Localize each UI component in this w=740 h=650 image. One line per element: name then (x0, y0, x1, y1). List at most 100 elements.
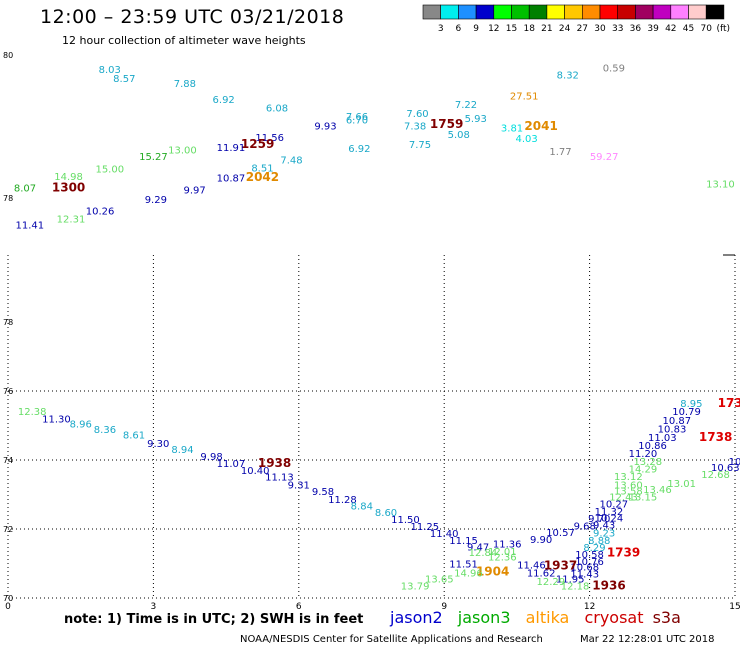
scale-label: 33 (612, 24, 623, 34)
wave-height-label: 6.92 (348, 144, 370, 155)
legend-s3a: s3a (652, 608, 681, 627)
scale-label: 12 (488, 24, 499, 34)
wave-height-label: 8.61 (123, 431, 145, 442)
pass-time-label: 1904 (476, 565, 509, 579)
wave-height-label: 6.08 (266, 103, 288, 114)
wave-height-label: 13.10 (706, 179, 735, 190)
scale-unit: (ft) (716, 24, 730, 34)
wave-height-label: 7.66 (346, 112, 368, 123)
x-tick-label: 15 (729, 602, 740, 612)
wave-height-label: 11.91 (217, 143, 246, 154)
wave-height-label: 10.58 (575, 550, 604, 561)
wave-height-label: 11.13 (265, 473, 294, 484)
wave-height-label: 11.03 (648, 433, 677, 444)
wave-height-label: 9.29 (145, 195, 167, 206)
wave-height-label: 10.24 (595, 513, 624, 524)
scale-label: 39 (647, 24, 659, 34)
wave-height-label: 8.03 (99, 65, 121, 76)
wave-height-label: 8.07 (14, 184, 36, 195)
wave-height-label: 7.60 (406, 109, 428, 120)
scale-label: 42 (665, 24, 676, 34)
wave-height-label: 10.83 (658, 424, 687, 435)
wave-height-label: 11.95 (556, 574, 585, 585)
y-tick-label: 70 (3, 594, 13, 603)
scale-swatch (705, 4, 725, 20)
wave-height-label: 9.97 (183, 186, 205, 197)
wave-height-label: 15.00 (95, 164, 124, 175)
wave-height-label: 9.58 (312, 487, 334, 498)
wave-height-label: 10.76 (575, 557, 604, 568)
wave-height-label: 59.27 (590, 152, 619, 163)
y-tick-label: 78 (3, 194, 13, 203)
color-scale-legend: 3 6 9 12 15 18 21 24 27 30 33 36 39 42 45 70 (ft) (422, 4, 730, 34)
wave-height-label: 13.12 (614, 472, 643, 483)
wave-height-label: 10.27 (600, 500, 629, 511)
wave-height-label: 11.50 (391, 515, 420, 526)
wave-height-label: 13.46 (643, 485, 672, 496)
wave-height-label: 12.68 (701, 470, 730, 481)
wave-height-label: 10.57 (546, 528, 575, 539)
wave-height-label: 7.88 (174, 79, 196, 90)
wave-height-label: 10.63 (711, 463, 740, 474)
wave-height-label: 1.77 (549, 147, 571, 158)
wave-height-label: 11.20 (629, 449, 658, 460)
chart-subtitle: 12 hour collection of altimeter wave hei… (62, 34, 306, 47)
wave-height-label: 12.36 (488, 553, 517, 564)
wave-height-label: 12.31 (57, 214, 86, 225)
wave-height-label: 8.36 (94, 425, 116, 436)
wave-height-label: 9.43 (593, 521, 615, 532)
wave-height-label: 8.95 (680, 399, 702, 410)
scale-label: 6 (456, 24, 462, 34)
wave-height-label: 4.03 (515, 134, 537, 145)
wave-height-label: 5.08 (448, 130, 470, 141)
wave-height-label: 7.48 (280, 156, 302, 167)
pass-time-label: 173 (718, 396, 740, 410)
wave-height-label: 9.23 (593, 529, 615, 540)
pass-time-label: 1259 (241, 137, 274, 151)
wave-height-label: 11.07 (217, 459, 246, 470)
wave-height-label: 14.96 (454, 569, 483, 580)
scale-label: 24 (559, 24, 571, 34)
wave-height-label: 11.25 (410, 522, 439, 533)
pass-time-label: 1936 (592, 578, 625, 592)
wave-height-label: 13.79 (401, 581, 430, 592)
wave-height-label: 13.58 (614, 487, 643, 498)
pass-time-label: 1759 (430, 117, 463, 131)
wave-height-label: 11.30 (42, 414, 71, 425)
legend-cryosat: cryosat (584, 608, 644, 627)
y-tick-label: 76 (3, 387, 13, 396)
wave-height-label: 9.30 (147, 439, 169, 450)
x-tick-label: 9 (441, 602, 447, 612)
wave-height-label: 10.79 (672, 407, 701, 418)
wave-height-label: 10.86 (638, 441, 667, 452)
wave-height-label: 0.59 (603, 63, 625, 74)
wave-height-label: 15.27 (139, 152, 168, 163)
chart-title: 12:00 – 23:59 UTC 03/21/2018 (40, 6, 345, 28)
y-tick-label: 78 (3, 318, 13, 327)
wave-height-label: 11.62 (527, 569, 556, 580)
wave-height-label: 13.00 (168, 146, 197, 157)
wave-height-label: 11.56 (255, 133, 284, 144)
wave-height-label: 8.57 (113, 74, 135, 85)
wave-height-label: 3.81 (501, 124, 523, 135)
wave-height-label: 12.01 (488, 547, 517, 558)
wave-height-label: 11.41 (15, 221, 44, 232)
wave-height-label: 12.84 (469, 548, 498, 559)
wave-height-label: 8.51 (251, 164, 273, 175)
pass-time-label: 1938 (258, 456, 291, 470)
pass-time-label: 2041 (524, 119, 557, 133)
wave-height-label: 9.31 (288, 480, 310, 491)
x-tick-label: 3 (151, 602, 157, 612)
y-tick-label: 80 (3, 51, 13, 60)
wave-height-label: 13.01 (667, 479, 696, 490)
credit-text: NOAA/NESDIS Center for Satellite Applica… (240, 634, 543, 645)
wave-height-label: 13.65 (425, 574, 454, 585)
wave-height-label: 14.29 (629, 464, 658, 475)
satellite-legend: jason2 jason3 altika cryosat s3a (390, 608, 691, 627)
legend-altika: altika (525, 608, 570, 627)
scale-label: 36 (630, 24, 642, 34)
wave-height-label: 13.28 (633, 457, 662, 468)
wave-height-label: 10.87 (663, 416, 692, 427)
wave-height-label: 12.43 (609, 493, 638, 504)
legend-jason3: jason3 (457, 608, 511, 627)
